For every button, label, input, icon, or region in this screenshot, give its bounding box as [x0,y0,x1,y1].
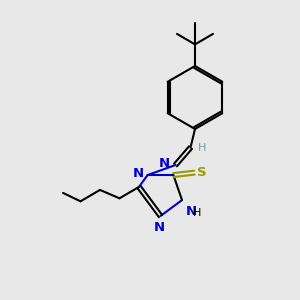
Text: N: N [133,167,144,180]
Text: H: H [198,142,206,153]
Text: N: N [159,157,170,170]
Text: H: H [193,208,201,218]
Text: N: N [186,205,197,218]
Text: S: S [197,166,207,178]
Text: N: N [153,221,165,234]
